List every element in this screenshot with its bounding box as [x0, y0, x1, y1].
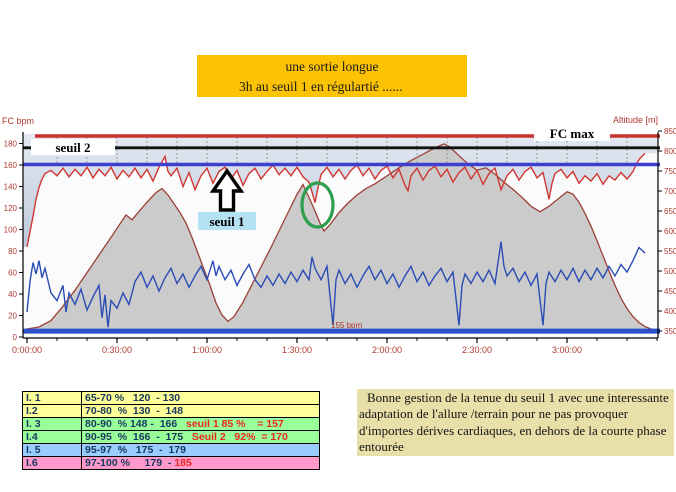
- x-tick-label: 0:30:00: [102, 345, 132, 355]
- zone-range: 65-70 % 120 - 130: [85, 392, 181, 404]
- seuil2-label: seuil 2: [55, 140, 90, 155]
- right-tick-label: 500: [664, 267, 676, 276]
- x-tick-label: 2:30:00: [462, 345, 492, 355]
- session-note-line1: une sortie longue: [285, 59, 379, 74]
- zone-id: I.4: [22, 430, 82, 444]
- zone-extra: seuil 1 85 % = 157: [185, 418, 284, 430]
- left-tick-label: 20: [8, 312, 17, 321]
- zone-id: I.2: [22, 404, 82, 418]
- zone-range: 80-90 % 148 - 166: [85, 418, 186, 430]
- right-tick-label: 550: [664, 247, 676, 256]
- x-tick-label: 0:00:00: [12, 345, 42, 355]
- zone-extra: 185: [174, 457, 192, 469]
- table-row: I. 3 80-90 % 148 - 166 seuil 1 85 % = 15…: [22, 417, 320, 431]
- right-axis-title: Altitude [m]: [613, 115, 658, 125]
- left-tick-label: 40: [8, 290, 17, 299]
- left-tick-label: 180: [4, 140, 18, 149]
- session-note-line2: 3h au seuil 1 en régulartié ......: [239, 79, 403, 95]
- seuil1-label-box: [198, 212, 256, 230]
- left-tick-label: 120: [4, 204, 18, 213]
- green-ellipse-annotation: [300, 181, 335, 229]
- seuil1-label: seuil 1: [209, 214, 244, 229]
- cursor-value-label: 155 bpm: [331, 321, 362, 330]
- right-tick-label: 700: [664, 187, 676, 196]
- zone-extra: Seuil 2 92% = 170: [191, 431, 288, 443]
- right-tick-label: 450: [664, 287, 676, 296]
- left-tick-label: 0: [13, 333, 18, 342]
- up-arrow-annotation: [209, 168, 245, 212]
- seuil2-label-box: [31, 139, 115, 155]
- zone-range: 90-95 % 166 - 175: [85, 431, 192, 443]
- left-tick-label: 80: [8, 247, 17, 256]
- hr-inverse-fill: [23, 134, 658, 247]
- right-tick-label: 400: [664, 307, 676, 316]
- left-tick-label: 60: [8, 269, 17, 278]
- zone-id: I.6: [22, 456, 82, 470]
- zone-range: 95-97 % 175 - 179: [85, 444, 186, 456]
- speed-series: [26, 241, 646, 328]
- x-tick-label: 1:00:00: [192, 345, 222, 355]
- left-tick-label: 140: [4, 183, 18, 192]
- left-axis-title: FC bpm: [2, 116, 34, 126]
- table-row: I.2 70-80 % 130 - 148: [22, 404, 320, 418]
- chart-annotations: FC bpm Altitude [m] seuil 2 FC max seuil…: [2, 115, 658, 330]
- table-row: I. 1 65-70 % 120 - 130: [22, 391, 320, 405]
- coach-comment-box: Bonne gestion de la tenue du seuil 1 ave…: [357, 389, 674, 456]
- zone-id: I. 1: [22, 391, 82, 405]
- x-tick-label: 2:00:00: [372, 345, 402, 355]
- x-tick-label: 3:00:00: [552, 345, 582, 355]
- altitude-series: [26, 143, 658, 332]
- right-tick-label: 650: [664, 207, 676, 216]
- session-note-box: une sortie longue 3h au seuil 1 en régul…: [197, 55, 467, 97]
- zone-id: I. 3: [22, 417, 82, 431]
- zone-id: I. 5: [22, 443, 82, 457]
- hr-zones-table: I. 1 65-70 % 120 - 130 I.2 70-80 % 130 -…: [22, 391, 320, 470]
- right-tick-label: 850: [664, 127, 676, 136]
- right-tick-label: 350: [664, 327, 676, 336]
- heart-rate-series: [26, 152, 646, 247]
- fcmax-label: FC max: [550, 126, 595, 141]
- x-tick-label: 1:30:00: [282, 345, 312, 355]
- zone-range: 70-80 % 130 - 148: [85, 405, 184, 417]
- right-tick-label: 800: [664, 147, 676, 156]
- table-row: I.4 90-95 % 166 - 175 Seuil 2 92% = 170: [22, 430, 320, 444]
- zone-range: 97-100 % 179 -: [85, 457, 175, 469]
- left-tick-label: 160: [4, 161, 18, 170]
- chart-canvas: 0 20 40 60 80 100 120 140 160 180 350 400 450 500 550 6…: [4, 127, 676, 355]
- right-tick-label: 750: [664, 167, 676, 176]
- right-tick-label: 600: [664, 227, 676, 236]
- table-row: I. 5 95-97 % 175 - 179: [22, 443, 320, 457]
- left-tick-label: 100: [4, 226, 18, 235]
- fcmax-label-box: [534, 125, 610, 141]
- table-row: I.6 97-100 % 179 - 185: [22, 456, 320, 470]
